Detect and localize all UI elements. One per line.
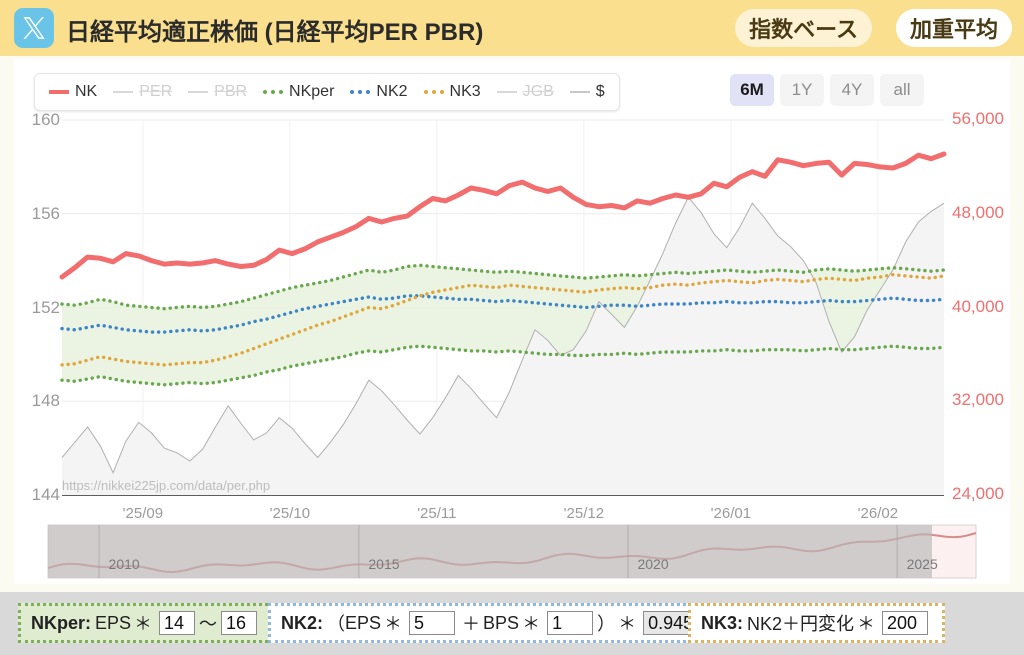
formula-nk3-base: NK2＋円変化 — [747, 614, 855, 634]
range-button-1y[interactable]: 1Y — [780, 74, 824, 106]
formula-nkper-label: NKper: — [31, 612, 92, 633]
legend-item-per[interactable]: PER — [113, 83, 172, 101]
legend-label: NK — [75, 83, 98, 100]
formula-nk2-bps: BPS — [483, 612, 520, 633]
formula-nk2-label: NK2: — [281, 612, 324, 633]
formula-nk3: NK3: NK2＋円変化 ＊ 200 — [688, 603, 946, 643]
x-logo-icon[interactable] — [14, 8, 54, 48]
legend-item-nkper[interactable]: NKper — [263, 83, 334, 101]
navigator-year-label: 2010 — [108, 556, 140, 572]
chart-watermark: https://nikkei225jp.com/data/per.php — [62, 478, 271, 493]
formula-nk2-op3: ＊ — [618, 614, 637, 634]
nkper-high-input[interactable]: 16 — [221, 611, 258, 635]
xaxis-tick: '25/12 — [563, 505, 605, 522]
yaxis-right-tick: 40,000 — [952, 296, 1004, 316]
formula-nkper-tilde: 〜 — [199, 614, 218, 634]
xaxis-tick: '25/10 — [269, 505, 311, 522]
nk2-eps-input[interactable]: 5 — [409, 611, 456, 635]
formula-nk3-op: ＊ — [857, 614, 876, 634]
chart-plot[interactable] — [14, 60, 1010, 584]
yaxis-left-tick: 160 — [31, 110, 60, 129]
formula-nkper-eps: EPS — [95, 612, 132, 633]
nk2-bps-input[interactable]: 1 — [547, 611, 594, 635]
navigator-year-label: 2020 — [637, 556, 669, 572]
nkper-low-input[interactable]: 14 — [159, 611, 196, 635]
legend-swatch-icon — [569, 91, 590, 93]
legend-label: PBR — [214, 83, 248, 100]
formula-nk2-eps: EPS — [345, 612, 382, 633]
yaxis-left-tick: 144 — [31, 485, 60, 504]
legend-item-nk2[interactable]: NK2 — [350, 83, 408, 101]
legend-swatch-icon — [113, 91, 134, 93]
index-base-button[interactable]: 指数ベース — [735, 9, 872, 47]
legend-item-jgb[interactable]: JGB — [496, 83, 554, 101]
xaxis-tick: '25/09 — [122, 505, 164, 522]
yaxis-left-tick: 148 — [31, 391, 60, 411]
yaxis-right-tick: 48,000 — [952, 202, 1004, 222]
nk3-yen-input[interactable]: 200 — [882, 611, 929, 635]
legend-swatch-icon — [263, 90, 284, 94]
formula-nk2: NK2: （ EPS ＊ 5 ＋ BPS ＊ 1 ） ＊ 0.945 — [268, 603, 723, 643]
formula-nk3-label: NK3: — [701, 612, 744, 633]
xaxis-tick: '26/02 — [857, 505, 899, 522]
navigator-year-label: 2025 — [906, 556, 938, 572]
legend-label: NK3 — [449, 83, 481, 100]
range-selector: 6M 1Y 4Y all — [730, 74, 924, 106]
formula-nkper: NKper: EPS ＊ 14 〜 16 — [18, 603, 275, 643]
legend-label: PER — [139, 83, 173, 100]
xaxis-tick: '25/11 — [417, 505, 457, 522]
range-button-6m[interactable]: 6M — [730, 74, 774, 106]
formula-nk2-op2: ＊ — [522, 614, 541, 634]
chart-legend: NK PER PBR NKper NK2 NK3 JGB $ — [34, 73, 620, 111]
legend-item-nk[interactable]: NK — [49, 83, 97, 101]
yaxis-right-tick: 24,000 — [952, 484, 1004, 503]
yaxis-left-tick: 152 — [31, 297, 60, 317]
legend-swatch-icon — [49, 90, 69, 94]
formula-nk2-paren-open: （ — [327, 614, 346, 634]
legend-swatch-icon — [496, 91, 517, 93]
chart-panel: NK PER PBR NKper NK2 NK3 JGB $ 6M 1Y 4Y all 144 148… — [14, 60, 1010, 625]
page-title: 日経平均適正株価 (日経平均PER PBR) — [66, 19, 484, 46]
legend-swatch-icon — [188, 91, 209, 93]
legend-swatch-icon — [423, 90, 444, 94]
legend-label: NKper — [289, 83, 335, 100]
xaxis-tick: '26/01 — [710, 505, 752, 522]
formula-nk2-plus: ＋ — [462, 614, 481, 634]
legend-label: JGB — [522, 83, 554, 100]
chart-navigator[interactable] — [47, 524, 977, 579]
legend-swatch-icon — [350, 90, 371, 94]
range-button-4y[interactable]: 4Y — [830, 74, 874, 106]
legend-label: NK2 — [376, 83, 408, 100]
range-button-all[interactable]: all — [880, 74, 924, 106]
app-header: 日経平均適正株価 (日経平均PER PBR) 指数ベース 加重平均 — [0, 0, 1024, 56]
navigator-year-label: 2015 — [368, 556, 400, 572]
chart-series-group — [59, 151, 947, 496]
formula-nk2-op1: ＊ — [384, 614, 403, 634]
formula-nk2-paren-close: ） — [597, 614, 616, 634]
yaxis-right-tick: 56,000 — [952, 109, 1004, 128]
formula-nkper-op1: ＊ — [134, 614, 153, 634]
legend-item-nk3[interactable]: NK3 — [423, 83, 481, 101]
formula-bar: NKper: EPS ＊ 14 〜 16 NK2: （ EPS ＊ 5 ＋ BP… — [0, 592, 1024, 655]
legend-item-pbr[interactable]: PBR — [188, 83, 247, 101]
legend-label: $ — [595, 83, 605, 100]
legend-item-dollar[interactable]: $ — [569, 83, 605, 101]
yaxis-right-tick: 32,000 — [952, 390, 1004, 410]
weighted-average-button[interactable]: 加重平均 — [895, 9, 1012, 47]
yaxis-left-tick: 156 — [31, 203, 60, 223]
